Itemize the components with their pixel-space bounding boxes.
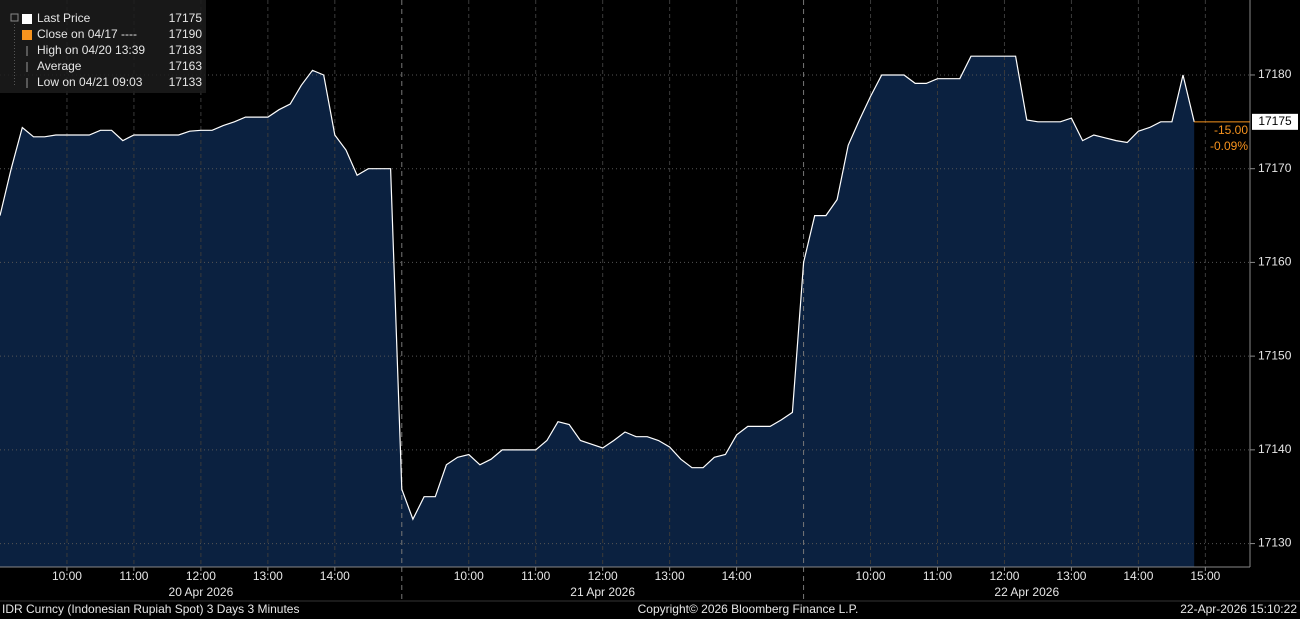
x-tick-label: 13:00: [655, 569, 685, 583]
legend-value: 17175: [169, 11, 203, 25]
x-tick-label: 13:00: [1056, 569, 1086, 583]
legend-value: 17163: [169, 59, 203, 73]
legend-swatch: [22, 14, 32, 24]
y-tick-label: 17160: [1258, 255, 1292, 269]
footer-right: 22-Apr-2026 15:10:22: [1180, 602, 1297, 616]
area: [0, 56, 1195, 567]
legend-swatch: [22, 30, 32, 40]
x-tick-label: 11:00: [119, 569, 148, 583]
change-label: -15.00: [1214, 123, 1248, 137]
legend-label: Low on 04/21 09:03: [37, 75, 143, 89]
x-tick-label: 14:00: [722, 569, 752, 583]
x-tick-label: 11:00: [521, 569, 550, 583]
day-label: 20 Apr 2026: [169, 585, 234, 599]
x-tick-label: 15:00: [1190, 569, 1220, 583]
legend-label: Last Price: [37, 11, 91, 25]
x-tick-label: 12:00: [588, 569, 618, 583]
footer-center: Copyright© 2026 Bloomberg Finance L.P.: [638, 602, 859, 616]
change-pct-label: -0.09%: [1210, 139, 1248, 153]
legend-value: 17183: [169, 43, 203, 57]
x-tick-label: 10:00: [52, 569, 82, 583]
y-tick-label: 17150: [1258, 348, 1292, 362]
y-tick-label: 17130: [1258, 536, 1292, 550]
last-price-label: 17175: [1258, 114, 1292, 128]
price-line: [0, 55, 1195, 521]
legend-label: Average: [37, 59, 82, 73]
legend-value: 17190: [169, 27, 203, 41]
y-tick-label: 17170: [1258, 161, 1292, 175]
day-label: 21 Apr 2026: [570, 585, 635, 599]
x-tick-label: 14:00: [320, 569, 350, 583]
legend-label: High on 04/20 13:39: [37, 43, 145, 57]
legend-value: 17133: [169, 75, 203, 89]
x-tick-label: 12:00: [186, 569, 216, 583]
last-price-box: [1252, 113, 1298, 130]
day-label: 22 Apr 2026: [994, 585, 1059, 599]
x-tick-label: 13:00: [253, 569, 283, 583]
x-tick-label: 14:00: [1123, 569, 1153, 583]
legend-label: Close on 04/17 ----: [37, 27, 137, 41]
y-tick-label: 17140: [1258, 442, 1292, 456]
footer-left: IDR Curncy (Indonesian Rupiah Spot) 3 Da…: [2, 602, 299, 616]
x-tick-label: 11:00: [923, 569, 952, 583]
x-tick-label: 10:00: [856, 569, 886, 583]
legend-box: [0, 0, 206, 93]
y-tick-label: 17180: [1258, 67, 1292, 81]
x-tick-label: 12:00: [989, 569, 1019, 583]
x-tick-label: 10:00: [454, 569, 484, 583]
